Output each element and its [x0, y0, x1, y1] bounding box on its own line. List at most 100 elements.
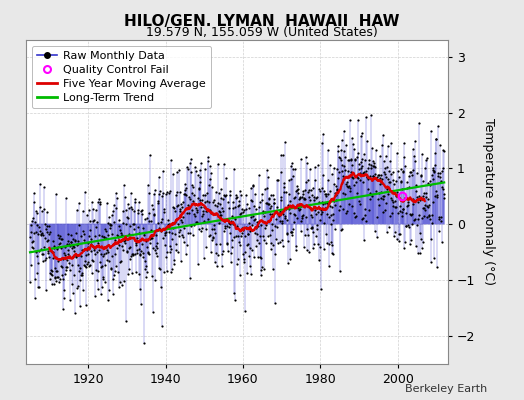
Point — [340, 163, 348, 169]
Point — [139, 253, 147, 260]
Point — [126, 244, 135, 250]
Point — [428, 172, 436, 178]
Point — [217, 204, 226, 211]
Point — [398, 186, 407, 192]
Point — [373, 233, 381, 240]
Point — [71, 237, 80, 244]
Point — [70, 244, 78, 251]
Point — [89, 258, 97, 265]
Point — [65, 260, 73, 267]
Point — [438, 184, 446, 191]
Point — [173, 168, 181, 175]
Point — [169, 203, 178, 210]
Point — [266, 232, 274, 238]
Point — [88, 199, 96, 205]
Point — [26, 279, 34, 285]
Point — [242, 224, 250, 230]
Point — [80, 263, 89, 269]
Point — [171, 208, 180, 214]
Point — [284, 260, 292, 266]
Point — [279, 152, 287, 158]
Point — [184, 204, 193, 210]
Point — [199, 211, 208, 217]
Point — [69, 236, 77, 242]
Point — [217, 186, 226, 192]
Point — [358, 129, 366, 136]
Point — [99, 274, 107, 280]
Point — [279, 211, 288, 217]
Point — [407, 220, 416, 227]
Point — [395, 238, 403, 245]
Point — [111, 237, 119, 243]
Point — [379, 208, 387, 215]
Point — [290, 165, 299, 172]
Point — [160, 206, 168, 212]
Point — [364, 176, 372, 182]
Point — [202, 190, 211, 196]
Point — [45, 254, 53, 260]
Point — [29, 215, 38, 222]
Point — [84, 244, 93, 250]
Point — [376, 172, 385, 178]
Point — [432, 193, 441, 200]
Point — [352, 178, 360, 185]
Point — [204, 154, 212, 160]
Point — [241, 233, 249, 240]
Point — [32, 229, 40, 235]
Point — [146, 236, 155, 242]
Point — [248, 198, 256, 204]
Point — [339, 190, 347, 196]
Point — [217, 195, 225, 202]
Point — [351, 214, 359, 221]
Point — [168, 235, 176, 242]
Point — [372, 147, 380, 154]
Point — [103, 200, 111, 207]
Point — [353, 174, 362, 180]
Point — [285, 191, 293, 197]
Point — [310, 197, 318, 203]
Point — [155, 264, 163, 271]
Point — [66, 267, 74, 273]
Point — [209, 234, 217, 240]
Point — [43, 238, 51, 244]
Point — [57, 245, 66, 251]
Point — [146, 152, 155, 158]
Point — [297, 203, 305, 209]
Point — [205, 199, 213, 205]
Point — [249, 203, 258, 210]
Point — [97, 264, 106, 270]
Point — [112, 190, 121, 196]
Point — [391, 178, 400, 184]
Point — [318, 140, 326, 146]
Point — [31, 276, 39, 283]
Point — [76, 302, 84, 309]
Point — [155, 224, 163, 231]
Point — [39, 184, 48, 190]
Point — [173, 249, 182, 256]
Point — [354, 175, 362, 181]
Point — [110, 202, 118, 208]
Point — [61, 270, 70, 277]
Point — [52, 278, 60, 284]
Point — [408, 201, 417, 208]
Point — [119, 246, 127, 253]
Point — [129, 226, 138, 233]
Point — [320, 188, 328, 194]
Point — [186, 230, 194, 236]
Point — [275, 210, 283, 216]
Point — [375, 190, 383, 196]
Point — [35, 224, 43, 230]
Point — [256, 232, 265, 239]
Point — [63, 251, 72, 258]
Point — [123, 249, 132, 256]
Point — [149, 244, 157, 251]
Point — [58, 271, 66, 278]
Point — [332, 192, 340, 198]
Point — [82, 301, 91, 308]
Point — [422, 193, 430, 200]
Point — [343, 208, 352, 214]
Point — [140, 340, 148, 346]
Point — [252, 225, 260, 231]
Point — [154, 220, 162, 226]
Point — [436, 218, 445, 224]
